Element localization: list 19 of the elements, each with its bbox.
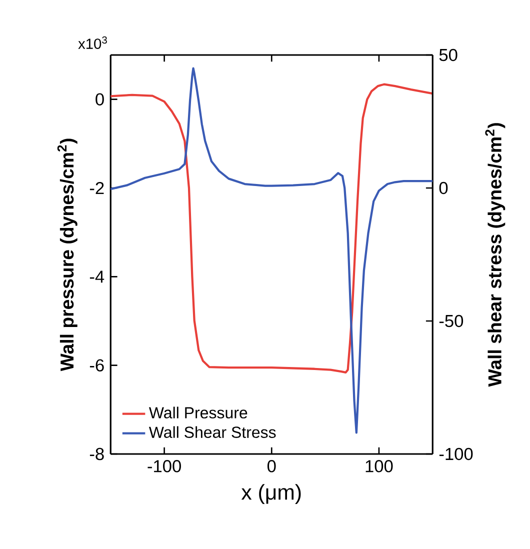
x-tick-label: 100 [366, 460, 393, 472]
y2-axis-title: Wall shear stress (dynes/cm$^{2}$) [485, 123, 506, 387]
y2-tick-label: -100 [440, 448, 473, 460]
y-tick-label: -2 [90, 182, 104, 194]
x-tick-label: -100 [148, 460, 182, 472]
legend-label: Wall Shear Stress [149, 426, 276, 438]
legend-label: Wall Pressure [149, 406, 248, 418]
y-tick-label: 0 [96, 93, 104, 106]
line-series [110, 83, 433, 374]
y-tick-label: -4 [90, 270, 104, 283]
y2-tick-label: -50 [440, 314, 464, 328]
y-axis-title: Wall pressure (dynes/cm$^{2}$) [58, 138, 78, 372]
x-tick-label: 0 [268, 460, 276, 472]
y2-tick-label: 0 [440, 182, 448, 194]
x-axis-title: x (μm) [242, 484, 301, 504]
y-tick-label: -6 [90, 359, 104, 372]
text: x10$^{3}$ [78, 36, 108, 49]
y-tick-label: -8 [90, 448, 104, 460]
y2-tick-label: 50 [440, 48, 458, 62]
